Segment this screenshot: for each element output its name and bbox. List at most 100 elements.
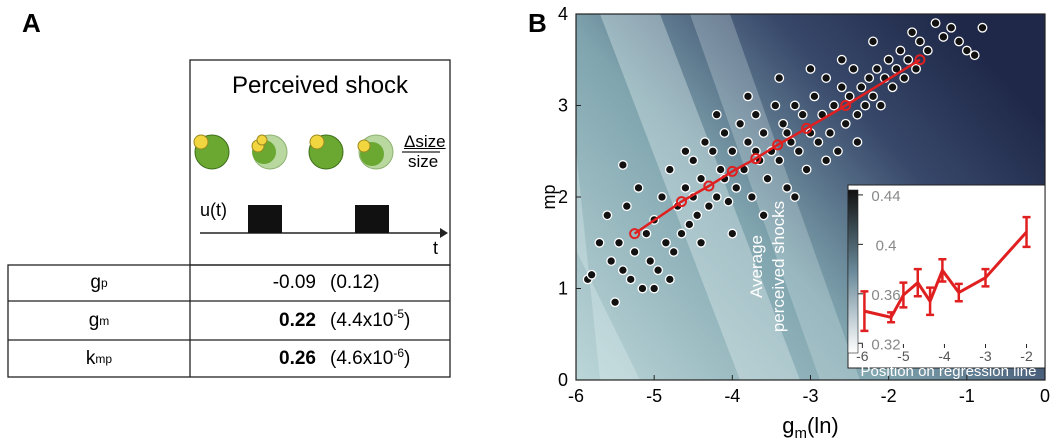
- heatmap-streak: [600, 14, 800, 380]
- panel-label: A: [22, 8, 41, 38]
- x-tick-label: -6: [568, 386, 584, 406]
- x-label: g: [782, 413, 794, 438]
- row-name: k mp: [8, 340, 190, 377]
- point: [821, 73, 832, 84]
- colorbar-label: perceived shocks: [769, 201, 788, 332]
- point: [899, 73, 910, 84]
- panel-a-frame: [7, 59, 451, 378]
- x-label-post: (ln): [807, 413, 839, 438]
- param-sub: m: [99, 313, 110, 328]
- y-tick-label: 0.32: [871, 336, 900, 353]
- point: [813, 137, 824, 148]
- point: [864, 73, 875, 84]
- x-tick-label: -3: [802, 386, 818, 406]
- point: [868, 91, 878, 102]
- y-tick-label: 0.4: [876, 237, 897, 254]
- row-value: -0.09: [272, 272, 316, 293]
- point: [887, 82, 898, 93]
- point: [719, 127, 730, 138]
- point: [797, 109, 808, 120]
- p-value: (0.12): [330, 272, 380, 293]
- x-tick-label: -4: [938, 348, 951, 364]
- x-tick-label: -1: [959, 386, 975, 406]
- point: [645, 256, 656, 267]
- row-value: 0.26: [279, 347, 316, 369]
- point: [723, 196, 734, 207]
- point: [914, 36, 925, 47]
- point: [930, 18, 941, 29]
- error-bar: [913, 267, 922, 298]
- point: [610, 297, 621, 308]
- x-tick-label: -5: [646, 386, 662, 406]
- regression-point: [750, 153, 762, 165]
- x-tick-label: -3: [979, 348, 992, 364]
- y-tick-label: 0.36: [871, 287, 900, 304]
- error-bar: [860, 290, 869, 333]
- point: [789, 100, 800, 111]
- point: [625, 274, 636, 285]
- point: [711, 192, 722, 202]
- y-tick-label: 0.44: [871, 188, 900, 205]
- point: [961, 45, 972, 56]
- point: [617, 160, 628, 170]
- point: [789, 192, 800, 202]
- point: [770, 100, 781, 111]
- regression-point: [840, 100, 852, 111]
- param-name: k: [85, 347, 96, 369]
- point: [805, 63, 816, 74]
- point: [774, 73, 785, 84]
- point: [664, 164, 675, 175]
- y-tick-label: 0: [558, 370, 568, 390]
- x-tick-label: -5: [897, 348, 910, 364]
- p-value: (4.4x10: [330, 309, 394, 331]
- x-tick-label: 0: [1040, 386, 1050, 406]
- error-bar: [899, 281, 908, 309]
- p-exp: -6: [393, 346, 405, 360]
- cell-icons: [193, 134, 394, 170]
- point: [758, 127, 769, 138]
- point: [782, 182, 793, 193]
- point: [657, 192, 667, 202]
- point: [735, 118, 746, 129]
- point: [911, 63, 921, 74]
- point: [782, 127, 793, 138]
- point: [614, 237, 624, 248]
- point: [617, 265, 628, 276]
- point: [871, 63, 882, 74]
- point: [969, 50, 980, 61]
- point: [680, 146, 691, 157]
- point: [774, 155, 785, 166]
- point: [875, 100, 886, 111]
- regression-point: [772, 139, 784, 151]
- point: [793, 146, 804, 157]
- point: [758, 210, 769, 221]
- point: [762, 173, 773, 184]
- point: [836, 54, 847, 65]
- error-bar: [938, 257, 947, 283]
- point: [711, 109, 722, 120]
- point: [801, 164, 812, 175]
- point: [954, 36, 964, 47]
- point: [660, 237, 671, 248]
- point: [696, 173, 707, 184]
- t-label: t: [433, 238, 439, 258]
- point: [836, 82, 847, 93]
- point: [852, 109, 863, 120]
- regression-point: [629, 228, 641, 240]
- y-tick-label: 3: [558, 96, 568, 116]
- point: [860, 100, 871, 111]
- panel-a-title: Perceived shock: [231, 72, 409, 99]
- x-axis-label: gm(ln): [782, 413, 839, 438]
- error-bar: [1022, 215, 1031, 249]
- point: [946, 22, 957, 33]
- y-tick-label: 4: [558, 4, 568, 24]
- row-value: 0.22: [279, 309, 316, 331]
- point: [746, 192, 757, 202]
- error-bar: [887, 311, 896, 324]
- error-bar: [926, 286, 935, 317]
- point: [629, 246, 640, 257]
- point: [840, 118, 851, 129]
- param-name: g: [88, 309, 100, 331]
- point: [750, 109, 761, 120]
